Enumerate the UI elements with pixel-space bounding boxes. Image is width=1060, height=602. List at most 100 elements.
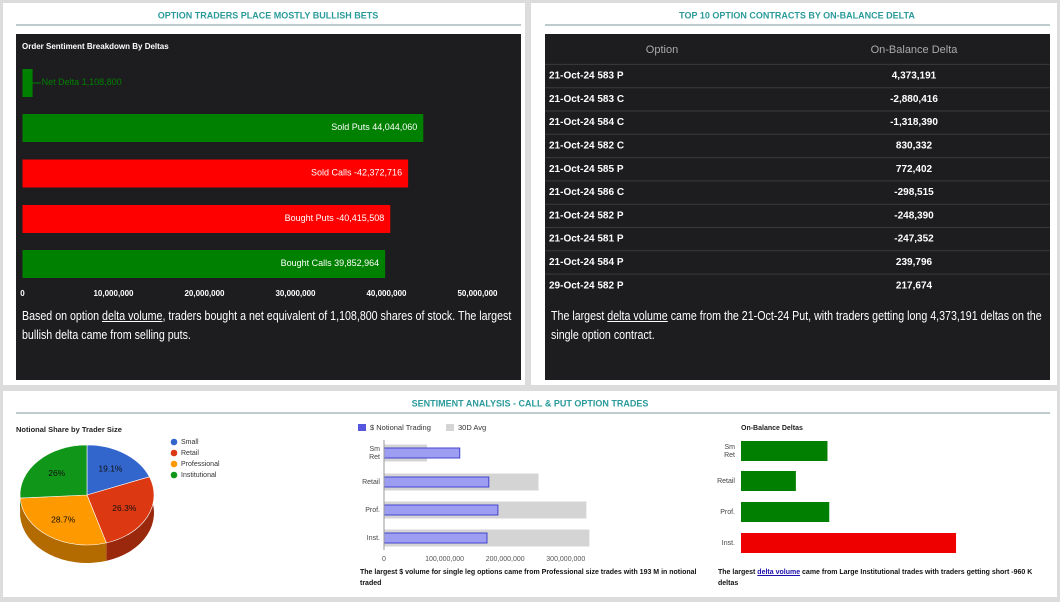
bar [741,502,830,522]
table-cell: 29-Oct-24 582 P [549,280,624,291]
table-cell: 21-Oct-24 583 C [549,94,624,105]
table-header: On-Balance Delta [871,44,959,56]
panel-header: SENTIMENT ANALYSIS - CALL & PUT OPTION T… [412,398,649,408]
bar-label: Sold Calls -42,372,716 [311,168,402,178]
bar [22,250,386,278]
panel [3,391,1057,597]
caption-text: came from Large Institutional trades wit… [718,569,1033,587]
x-tick-label: 50,000,000 [457,289,498,298]
panel-header: OPTION TRADERS PLACE MOSTLY BULLISH BETS [158,10,379,20]
legend-label: Retail [181,450,199,457]
x-tick-label: 30,000,000 [275,289,316,298]
legend-label: Small [181,439,199,446]
x-tick-label: 200,000,000 [486,556,525,563]
bar-label: Net Delta 1,108,800 [42,77,122,87]
bar [22,69,33,97]
slice-label: 28.7% [51,515,76,525]
category-label: Inst. [367,535,380,542]
legend-swatch [170,471,178,479]
chart-title: On-Balance Deltas [741,425,803,432]
bar-label-category: Bought Calls [281,258,333,268]
caption: The largest delta volume came from the 2… [551,306,1043,344]
caption-text: The largest $ volume for single leg opti… [360,569,697,587]
category-label-line: Ret [724,452,735,459]
table-cell: 4,373,191 [892,71,937,82]
bar-label-category: Net Delta [42,77,80,87]
legend-swatch [170,460,178,468]
bar [383,532,488,544]
bar [741,533,957,553]
table-cell: 21-Oct-24 582 C [549,141,624,152]
chart-title: Order Sentiment Breakdown By Deltas [22,42,169,51]
table-cell: -248,390 [894,210,934,221]
table-cell: 21-Oct-24 584 P [549,257,624,268]
pie-slice [19,444,88,499]
link[interactable]: delta volume [102,308,163,323]
category-label-line: Sm [725,444,736,451]
bar-label-value: 1,108,800 [82,77,122,87]
category-label: Retail [717,478,735,485]
caption: The largest delta volume came from Large… [718,567,1053,589]
x-tick-label: 300,000,000 [546,556,585,563]
category-label: Retail [362,479,380,486]
bar-label-category: Sold Calls [311,168,352,178]
chart-title: Notional Share by Trader Size [16,425,122,434]
table-cell: 21-Oct-24 585 P [549,164,624,175]
pie-side [106,476,154,561]
panel-header: TOP 10 OPTION CONTRACTS BY ON-BALANCE DE… [679,10,915,20]
slice-label: 26.3% [112,503,137,513]
table-cell: -1,318,390 [890,117,938,128]
legend-label: $ Notional Trading [370,423,431,432]
table-cell: 217,674 [896,280,933,291]
bar [741,471,796,491]
bar [383,476,490,488]
table-cell: -247,352 [894,234,934,245]
legend-swatch [358,424,366,431]
pie-side [20,498,107,563]
pie-slice [86,476,155,544]
table-cell: 21-Oct-24 584 C [549,117,624,128]
table-cell: 21-Oct-24 586 C [549,187,624,198]
link[interactable]: delta volume [757,569,801,576]
table-cell: 772,402 [896,164,933,175]
bar-label: Sold Puts 44,044,060 [331,122,417,132]
link[interactable]: delta volume [607,308,668,323]
category-label: Prof. [720,509,735,516]
table-header: Option [646,44,678,56]
bar-label-value: -40,415,508 [336,213,384,223]
caption-text: The largest [551,308,608,323]
table-cell: 21-Oct-24 581 P [549,234,624,245]
legend-label: Institutional [181,472,217,479]
bar-label-value: 44,044,060 [372,122,417,132]
caption-text: The largest [718,569,758,576]
bar [383,504,499,516]
dark-box [545,34,1050,380]
table-cell: 21-Oct-24 582 P [549,210,624,221]
bar-label-value: 39,852,964 [334,258,379,268]
caption-text: Based on option [22,308,103,323]
x-tick-label: 10,000,000 [93,289,134,298]
legend-swatch [170,438,178,446]
bar [22,205,391,233]
bar-label-category: Sold Puts [331,122,370,132]
bar [383,447,461,459]
x-tick-label: 0 [20,289,25,298]
x-tick-label: 20,000,000 [184,289,225,298]
category-label: Prof. [365,507,380,514]
pie-slice [86,444,150,496]
table-cell: 21-Oct-24 583 P [549,71,624,82]
bar [22,114,424,142]
caption-text: , traders bought a net equivalent of 1,1… [22,308,512,342]
bar-label: Bought Puts -40,415,508 [285,213,385,223]
bar [22,159,409,188]
bar-label: Bought Calls 39,852,964 [281,258,380,268]
table-cell: -2,880,416 [890,94,938,105]
slice-label: 19.1% [98,464,123,474]
legend-swatch [170,449,178,457]
category-label: Sm Ret [369,446,380,461]
caption: Based on option delta volume, traders bo… [22,306,514,344]
pie-slice [19,494,107,546]
bar-label-value: -42,372,716 [354,168,402,178]
category-label: Inst. [722,540,735,547]
